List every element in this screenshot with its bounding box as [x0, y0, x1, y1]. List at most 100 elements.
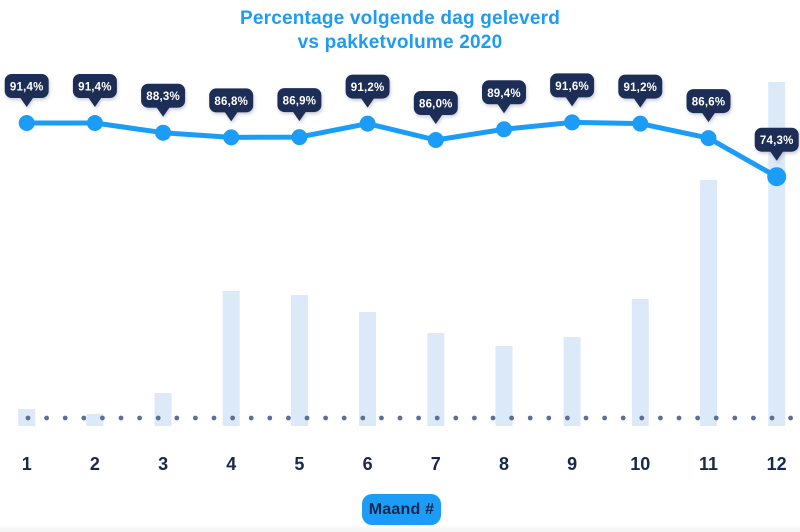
baseline-dot	[211, 415, 217, 421]
baseline-dot	[416, 415, 421, 421]
baseline-dot	[472, 415, 477, 421]
month-tick-label: 10	[630, 454, 650, 474]
baseline-dot	[695, 415, 700, 421]
baseline-dot	[620, 415, 626, 421]
line-marker	[223, 129, 240, 146]
volume-bar	[700, 180, 717, 426]
value-badge-tail	[87, 97, 102, 107]
baseline-dot	[81, 415, 87, 421]
baseline-dot	[155, 415, 161, 421]
value-badge-tail	[224, 111, 239, 122]
value-badge: 91,6%	[550, 73, 595, 107]
chart-title: Percentage volgende dag geleverd vs pakk…	[0, 7, 800, 55]
line-marker	[86, 115, 103, 131]
baseline-dot	[286, 415, 291, 421]
line-marker	[291, 129, 308, 146]
baseline-dot	[713, 415, 719, 421]
line-marker	[155, 124, 172, 141]
baseline-dot	[379, 415, 384, 421]
value-badge-tail	[769, 150, 784, 161]
month-tick-label: 8	[499, 454, 509, 474]
baseline-dot	[323, 415, 328, 421]
baseline-dot	[527, 415, 533, 421]
x-axis-label: Maand #	[368, 500, 435, 518]
line-marker	[18, 115, 35, 131]
volume-bar	[768, 82, 786, 426]
baseline-dot	[44, 415, 49, 421]
value-badges-group: 91,4% 91,4% 88,3% 86,8% 86,9% 91,2% 86,0% 89,4%…	[4, 73, 799, 161]
month-tick-label: 11	[699, 454, 718, 474]
month-tick-label: 9	[567, 454, 577, 474]
dotted-baseline	[25, 415, 793, 421]
value-badge-body	[686, 89, 731, 114]
value-badge-body	[277, 88, 322, 113]
baseline-dot	[360, 415, 366, 421]
baseline-dot	[658, 415, 663, 421]
value-badge-tail	[701, 112, 716, 123]
value-badge-label: 86,9%	[283, 96, 317, 108]
line-marker	[767, 167, 787, 187]
value-badge-body	[550, 73, 595, 98]
month-tick-label: 5	[294, 454, 304, 474]
line-marker	[427, 132, 444, 148]
bottom-edge-shadow	[0, 525, 800, 532]
baseline-dot	[100, 415, 105, 421]
value-badge-tail	[360, 97, 375, 108]
value-badge-tail	[19, 97, 34, 107]
value-badge-label: 91,6%	[555, 81, 589, 93]
value-badge-tail	[565, 96, 580, 107]
value-badge-body	[618, 74, 663, 99]
baseline-dot	[304, 415, 310, 421]
volume-bar	[290, 295, 308, 426]
value-badge-label: 86,6%	[692, 97, 726, 109]
value-badge-tail	[292, 111, 307, 122]
value-badge: 91,4%	[72, 74, 117, 107]
baseline-dot	[453, 415, 459, 421]
baseline-dot	[230, 415, 236, 421]
baseline-dot	[341, 415, 347, 421]
value-badge-body	[345, 74, 390, 99]
value-badge-body	[754, 127, 799, 152]
value-badge: 88,3%	[141, 83, 186, 117]
line-marker	[632, 115, 649, 132]
volume-bar	[495, 346, 513, 426]
baseline-dot	[583, 415, 589, 421]
baseline-dot	[751, 415, 756, 421]
value-badge-tail	[156, 106, 171, 117]
value-badge-body	[72, 74, 117, 98]
line-marker	[700, 130, 717, 147]
baseline-dot	[174, 415, 180, 421]
baseline-dot	[676, 415, 682, 421]
volume-bar	[86, 414, 104, 426]
month-tick-label: 2	[90, 454, 100, 474]
value-badge: 74,3%	[754, 127, 799, 161]
value-badge: 91,2%	[345, 74, 390, 108]
value-badge: 89,4%	[482, 80, 526, 114]
value-badge-tail	[428, 114, 443, 124]
value-badge-label: 88,3%	[146, 91, 180, 103]
baseline-dot	[118, 415, 124, 421]
value-badge-label: 86,8%	[214, 96, 248, 108]
value-badge-label: 91,2%	[623, 82, 657, 94]
line-marker	[359, 115, 376, 132]
value-badge-body	[413, 91, 458, 115]
baseline-dot	[509, 415, 514, 421]
baseline-dot	[248, 415, 254, 421]
value-badge: 86,6%	[686, 89, 731, 123]
value-badge-label: 89,4%	[487, 88, 521, 100]
value-badge: 91,4%	[4, 74, 49, 107]
value-badge-label: 91,4%	[10, 82, 44, 94]
value-badge-label: 91,2%	[351, 82, 385, 94]
baseline-dot	[565, 415, 570, 421]
baseline-dot	[434, 415, 440, 421]
baseline-dot	[25, 415, 31, 421]
volume-bar	[427, 333, 445, 426]
baseline-dot	[788, 415, 793, 421]
value-badge: 86,0%	[413, 91, 458, 124]
value-badge-body	[4, 74, 49, 98]
baseline-dot	[267, 415, 273, 421]
value-badge-label: 91,4%	[78, 82, 112, 94]
baseline-dot	[397, 415, 403, 421]
month-tick-label: 3	[158, 454, 168, 474]
